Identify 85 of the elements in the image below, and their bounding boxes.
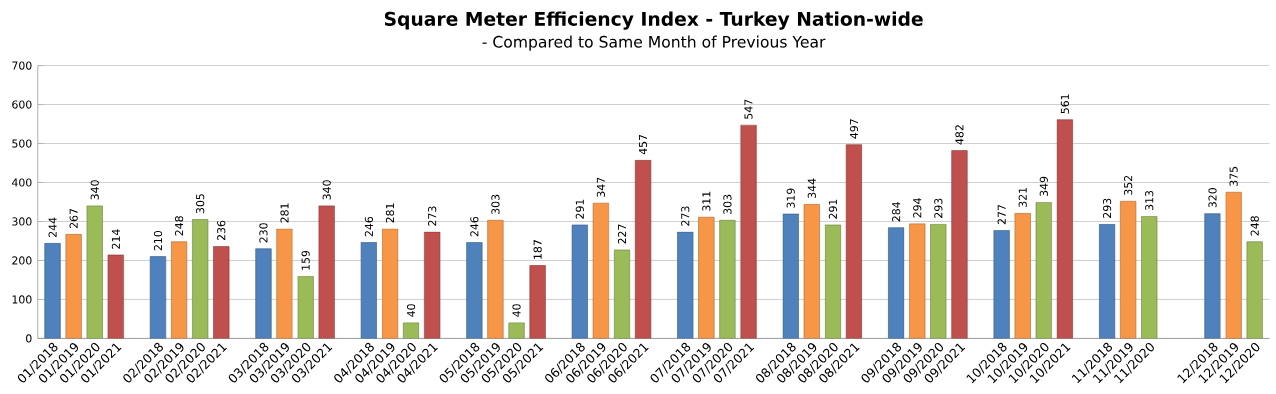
data-label: 303: [723, 195, 732, 215]
y-tick-label: 0: [26, 334, 32, 343]
data-label: 352: [1124, 176, 1133, 196]
data-label: 246: [470, 217, 479, 237]
data-label: 482: [955, 125, 964, 145]
data-label: 497: [849, 119, 859, 139]
bar: [613, 249, 631, 339]
data-label: 457: [639, 135, 648, 155]
bar: [888, 227, 905, 339]
data-label: 230: [259, 223, 268, 243]
data-label: 305: [196, 194, 205, 214]
data-label: 281: [385, 203, 395, 223]
bar: [824, 224, 841, 339]
bar: [402, 322, 420, 339]
bar: [571, 224, 588, 339]
data-label: 547: [744, 100, 753, 120]
bar: [297, 276, 314, 339]
bar: [487, 220, 504, 339]
y-tick-label: 200: [12, 256, 32, 265]
data-label: 347: [596, 178, 606, 198]
data-label: 267: [69, 209, 78, 229]
data-label: 311: [702, 192, 711, 212]
bar: [845, 144, 863, 339]
data-label: 303: [491, 195, 500, 215]
data-label: 281: [280, 203, 289, 223]
data-label: 340: [322, 180, 331, 200]
bar: [782, 214, 799, 339]
bar: [255, 248, 272, 339]
data-label: 159: [301, 251, 310, 270]
bar: [381, 228, 399, 339]
data-label: 340: [90, 180, 99, 200]
data-label: 210: [153, 231, 163, 251]
bar: [86, 205, 103, 339]
data-label: 244: [48, 217, 57, 238]
data-label: 273: [428, 206, 437, 226]
bar: [1056, 119, 1073, 339]
y-tick-label: 400: [11, 178, 32, 187]
data-label: 320: [1208, 188, 1217, 208]
data-label: 284: [892, 202, 901, 222]
data-label: 293: [1102, 199, 1112, 219]
data-label: 227: [617, 224, 627, 244]
bar: [930, 224, 947, 339]
data-label: 277: [997, 205, 1006, 225]
bar: [213, 246, 230, 339]
data-label: 273: [681, 206, 690, 226]
y-tick-label: 300: [12, 217, 32, 226]
y-tick-label: 600: [12, 100, 32, 109]
data-label: 294: [913, 198, 922, 218]
data-label: 319: [786, 188, 795, 208]
data-label: 40: [406, 304, 416, 318]
bar: [1141, 216, 1158, 339]
data-label: 40: [512, 304, 521, 318]
bar: [44, 243, 61, 339]
data-label: 246: [364, 217, 374, 237]
bar: [529, 265, 546, 339]
data-label: 349: [1039, 177, 1048, 197]
bar: [803, 204, 820, 339]
chart-title: Square Meter Efficiency Index - Turkey Nation-wide: [384, 11, 923, 30]
y-tick-label: 500: [12, 139, 32, 148]
data-label: 375: [1229, 167, 1238, 187]
data-label: 321: [1018, 188, 1027, 208]
data-label: 293: [934, 199, 943, 219]
y-tick-label: 100: [12, 295, 32, 304]
bar: [1246, 241, 1263, 339]
bar: [170, 241, 188, 339]
bar: [1225, 192, 1242, 339]
bar: [318, 205, 335, 339]
data-label: 291: [575, 199, 584, 219]
bar: [276, 228, 293, 339]
data-label: 291: [828, 199, 838, 219]
data-label: 561: [1060, 94, 1069, 114]
bar: [1014, 213, 1031, 339]
bar: [1098, 224, 1116, 339]
data-label: 187: [533, 240, 542, 260]
data-label: 236: [217, 221, 226, 241]
bar: [698, 217, 715, 339]
data-label: 248: [1250, 216, 1259, 236]
data-label: 313: [1145, 191, 1154, 211]
data-label: 214: [111, 229, 120, 249]
data-label: 344: [807, 178, 816, 199]
bar: [360, 242, 377, 339]
data-label: 248: [174, 216, 184, 236]
chart-subtitle: - Compared to Same Month of Previous Year: [482, 35, 826, 51]
bar: [1204, 213, 1221, 339]
y-tick-label: 700: [12, 61, 32, 70]
